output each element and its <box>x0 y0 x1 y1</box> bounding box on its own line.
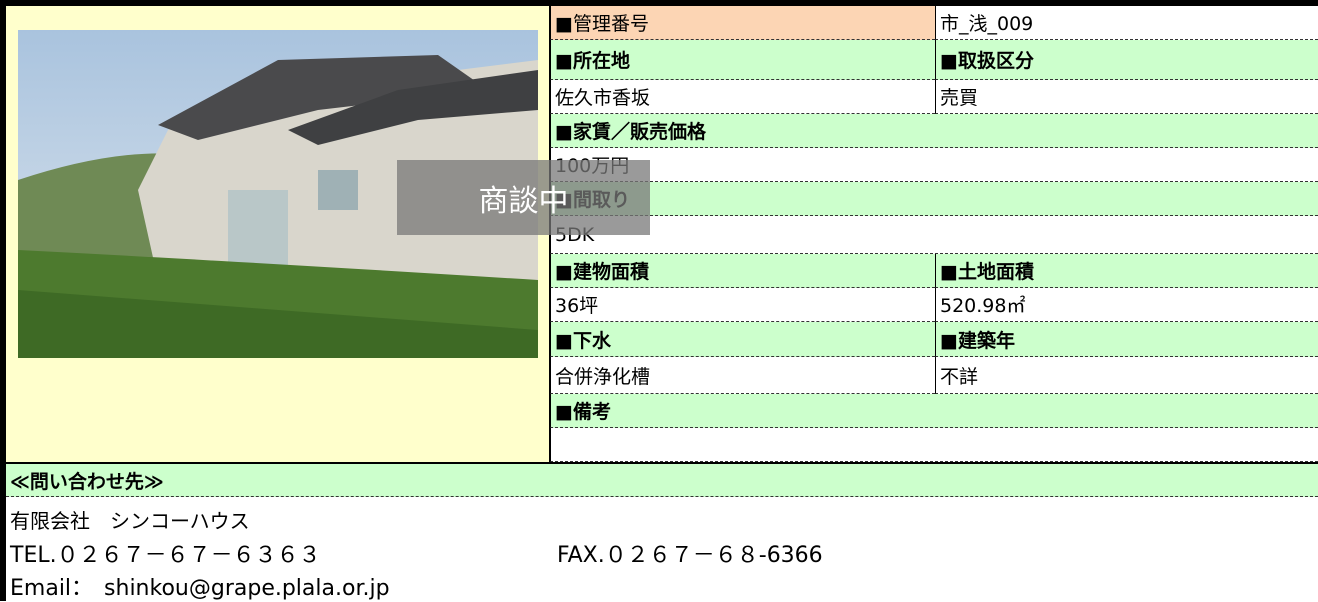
table-cell: ■家賃／販売価格 <box>550 114 1318 148</box>
table-cell: 佐久市香坂 <box>550 80 935 114</box>
table-cell: ■取扱区分 <box>935 40 1318 80</box>
table-cell: ■土地面積 <box>935 254 1318 288</box>
table-cell: ■管理番号 <box>550 6 935 40</box>
fax: FAX.０２６７－６８-6366 <box>557 543 823 568</box>
table-cell: 5DK <box>550 216 1318 254</box>
table-cell: 36坪 <box>550 288 935 322</box>
table-cell <box>550 428 1318 462</box>
email: Email： shinkou@grape.plala.or.jp <box>10 576 390 601</box>
table-cell: ■建築年 <box>935 322 1318 357</box>
table-cell: ■建物面積 <box>550 254 935 288</box>
table-cell: 市_浅_009 <box>935 6 1318 40</box>
table-cell: 売買 <box>935 80 1318 114</box>
table-cell: 520.98㎡ <box>935 288 1318 322</box>
table-cell: 100万円 <box>550 148 1318 182</box>
status-overlay: 商談中 <box>397 160 650 235</box>
tel: TEL.０２６７－６７－６３６３ <box>10 543 321 568</box>
top-border <box>0 0 1318 6</box>
contact-heading: ≪問い合わせ先≫ <box>6 464 1318 497</box>
table-cell: ■備考 <box>550 394 1318 428</box>
table-cell: ■下水 <box>550 322 935 357</box>
table-cell: 合併浄化槽 <box>550 357 935 394</box>
table-cell: ■間取り <box>550 182 1318 216</box>
table-cell: ■所在地 <box>550 40 935 80</box>
company: 有限会社 シンコーハウス <box>10 509 250 533</box>
separator <box>0 462 1318 464</box>
left-border <box>0 6 6 601</box>
table-cell: 不詳 <box>935 357 1318 394</box>
